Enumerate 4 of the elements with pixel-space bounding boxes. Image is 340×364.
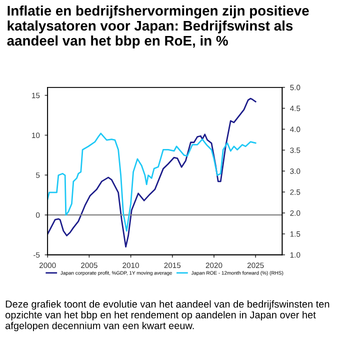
line-series bbox=[48, 132, 256, 232]
chart-title: Inflatie en bedrijfshervormingen zijn positieve katalysatoren voor Japan: Bedrijfswinst als aandeel van het bbp en RoE, in % bbox=[7, 5, 309, 48]
line-series bbox=[48, 98, 256, 248]
text: Deze grafiek toont de evolutie van het aandeel van de bedrijfswinsten ten opzichte van het bbp en het rendement op aandelen in Japan over het afgelopen decennium van een kwart eeuw. bbox=[6, 300, 330, 332]
